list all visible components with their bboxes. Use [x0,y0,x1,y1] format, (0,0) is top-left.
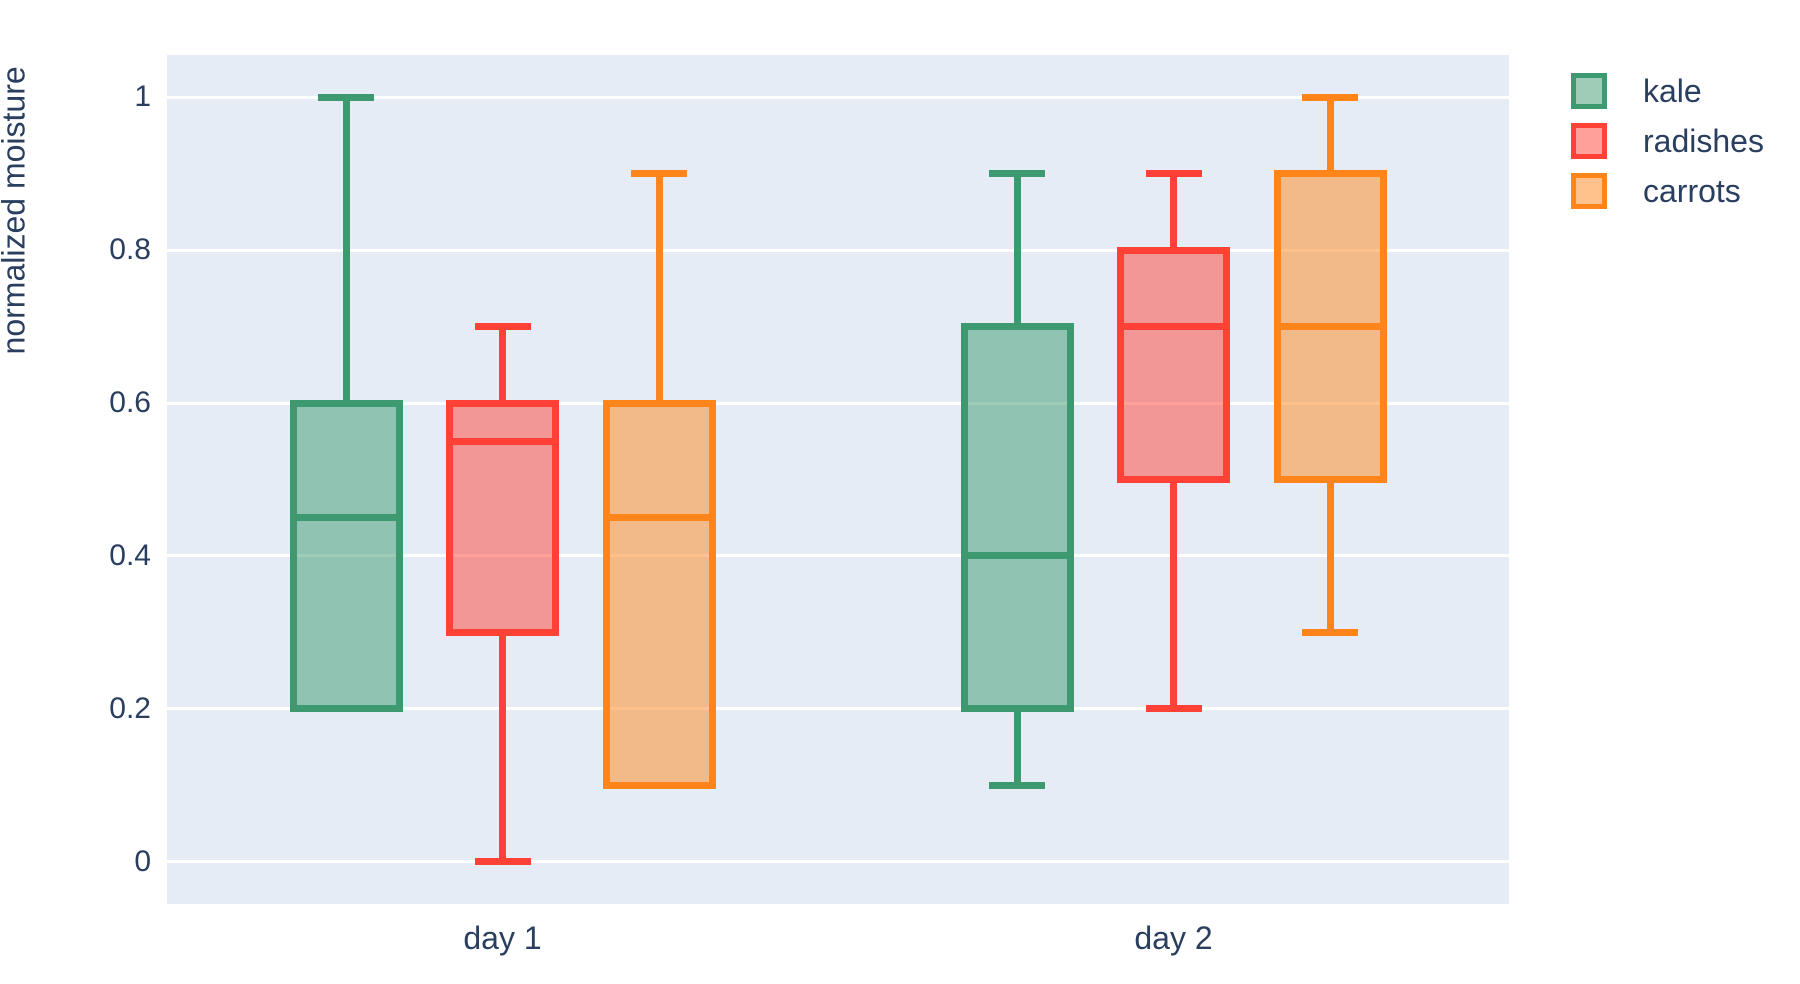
gridline [167,95,1509,99]
y-tick-label: 0.6 [109,386,151,419]
legend: kale radishes carrots [1571,73,1764,223]
gridline [167,707,1509,711]
x-tick-label-day-2: day 2 [1134,920,1213,956]
box-kale-day-2-lower-whisker [1013,708,1021,786]
box-kale-day-2-max-cap [989,170,1045,178]
box-radishes-day-2-min-cap [1145,705,1202,713]
box-radishes-day-1-upper-whisker [499,326,506,403]
box-kale-day-2-median [967,552,1067,560]
legend-swatch-kale-icon [1571,73,1607,109]
box-kale-day-1-upper-whisker [342,97,350,403]
box-carrots-day-2-lower-whisker [1326,479,1334,633]
plot-area [167,55,1509,904]
y-tick-label: 0.8 [109,233,151,267]
box-kale-day-2-min-cap [989,781,1045,789]
box-carrots-day-1[interactable] [602,399,716,789]
legend-label-radishes: radishes [1643,123,1764,159]
box-kale-day-1-max-cap [318,93,374,101]
box-radishes-day-2-median [1124,323,1223,331]
box-kale-day-2-upper-whisker [1013,173,1021,327]
legend-swatch-carrots-icon [1571,173,1607,209]
box-carrots-day-2-min-cap [1302,628,1358,636]
box-radishes-day-2-lower-whisker [1170,479,1177,709]
box-kale-day-2[interactable] [960,323,1074,713]
box-carrots-day-2-median [1280,323,1380,331]
legend-label-carrots: carrots [1643,173,1741,209]
gridline [167,554,1509,558]
legend-item-kale[interactable]: kale [1571,73,1764,109]
box-carrots-day-1-max-cap [631,170,687,178]
box-kale-day-1-median [296,514,396,522]
y-tick-label: 1 [134,80,151,114]
y-tick-label: 0 [134,844,151,878]
y-tick-label: 0.4 [109,538,151,572]
box-carrots-day-1-upper-whisker [655,173,663,403]
legend-swatch-radishes-icon [1571,123,1607,159]
box-radishes-day-1-max-cap [474,323,531,331]
legend-label-kale: kale [1643,73,1702,109]
box-carrots-day-1-median [609,514,709,522]
legend-item-radishes[interactable]: radishes [1571,123,1764,159]
box-radishes-day-1[interactable] [446,399,559,636]
box-radishes-day-1-median [453,437,552,445]
y-tick-label: 0.2 [109,691,151,725]
gridline [167,401,1509,405]
gridline [167,860,1509,864]
box-carrots-day-2-max-cap [1302,93,1358,101]
box-radishes-day-1-lower-whisker [499,632,506,862]
box-radishes-day-2-upper-whisker [1170,173,1177,251]
box-kale-day-1[interactable] [289,399,403,713]
gridline [167,248,1509,252]
box-radishes-day-2[interactable] [1117,246,1230,483]
legend-item-carrots[interactable]: carrots [1571,173,1764,209]
box-carrots-day-2-upper-whisker [1326,97,1334,174]
box-radishes-day-1-min-cap [474,858,531,866]
box-radishes-day-2-max-cap [1145,170,1202,178]
x-tick-label-day-1: day 1 [463,920,542,956]
